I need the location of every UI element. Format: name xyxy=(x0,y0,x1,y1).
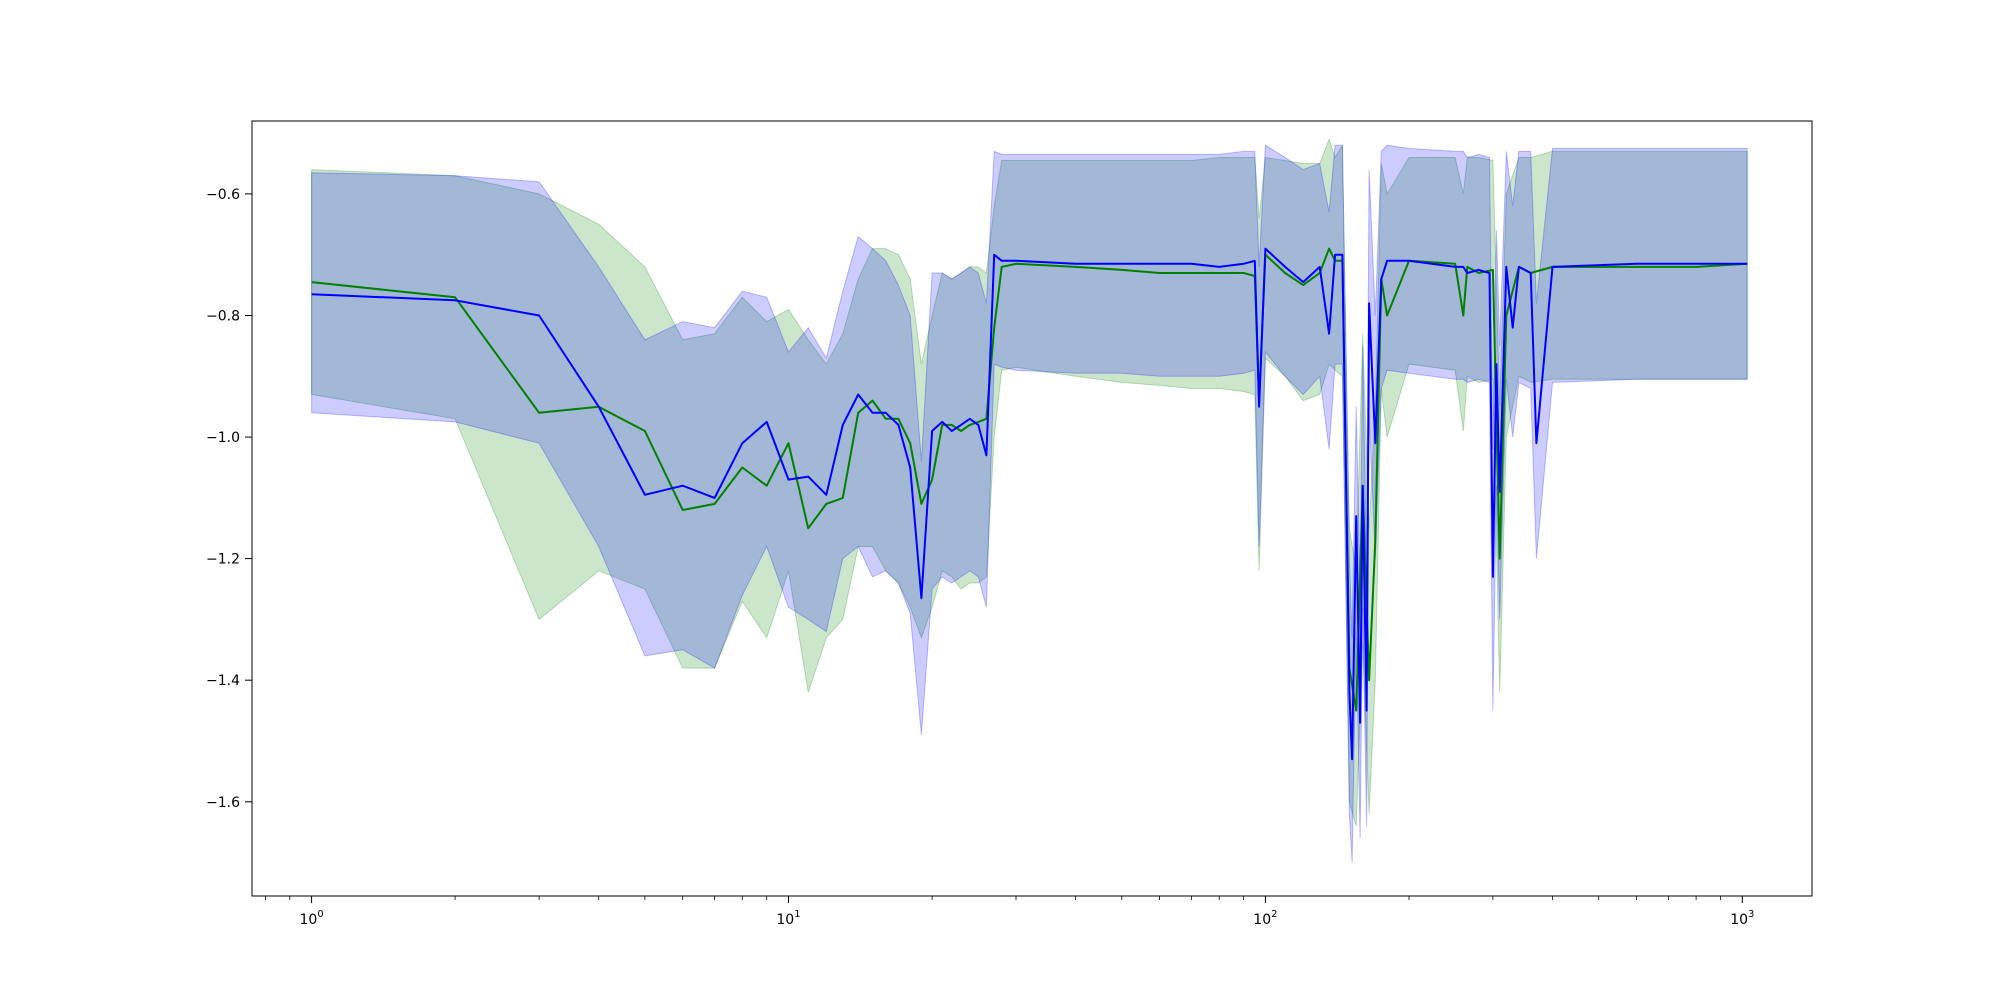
y-axis: −0.6 −0.8 −1.0 −1.2 −1.4 −1.6 xyxy=(206,187,252,811)
x-tick-label: 101 xyxy=(776,909,800,928)
x-axis: 100 101 102 103 xyxy=(264,896,1754,928)
series-2-line xyxy=(311,247,1748,761)
series-1-line xyxy=(311,247,1748,712)
y-tick-label: −0.6 xyxy=(206,187,240,203)
x-tick-label: 102 xyxy=(1253,909,1277,928)
y-tick-label: −1.4 xyxy=(206,673,240,689)
series-2-band xyxy=(311,144,1748,863)
plot-area-frame xyxy=(251,120,1813,897)
y-tick-label: −0.8 xyxy=(206,309,240,325)
y-tick-label: −1.2 xyxy=(206,552,240,568)
y-tick-label: −1.0 xyxy=(206,430,240,446)
y-tick-label: −1.6 xyxy=(206,795,240,811)
x-tick-label: 103 xyxy=(1730,909,1754,928)
x-tick-label: 100 xyxy=(299,909,323,928)
series-lines xyxy=(311,247,1748,761)
